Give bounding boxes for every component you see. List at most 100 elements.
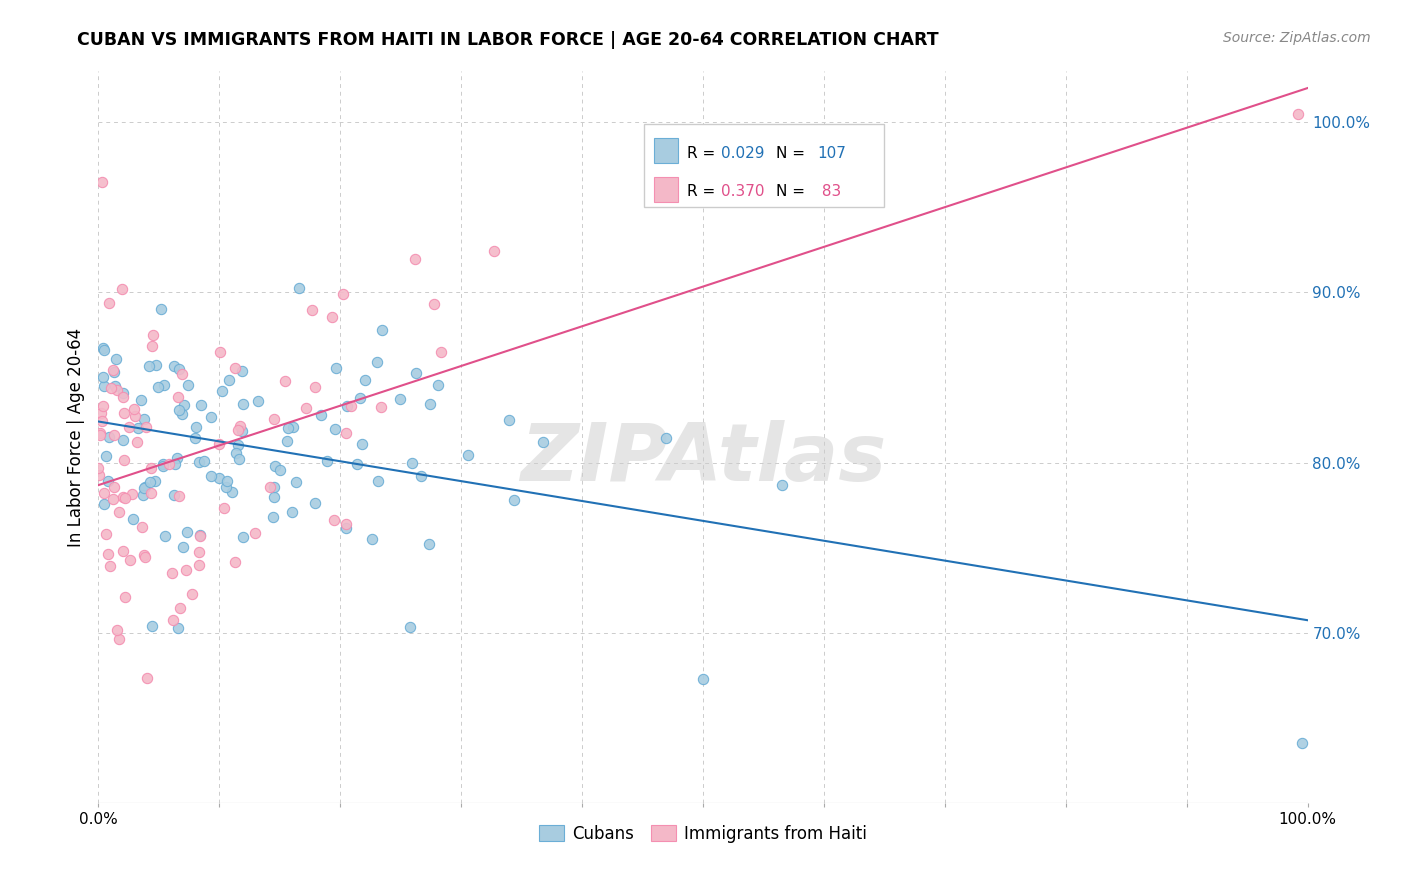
Point [173, 398, 195, 412]
Point [101, 491, 124, 506]
Point [134, 548, 156, 562]
Point [87, 461, 110, 475]
Point [150, 302, 173, 317]
Point [183, 431, 205, 445]
Point [229, 418, 252, 433]
Point [97, 474, 120, 488]
Point [209, 345, 232, 359]
Point [134, 411, 156, 425]
Point [97, 430, 120, 444]
Point [426, 377, 449, 392]
Point [309, 408, 332, 422]
Point [112, 453, 135, 467]
Point [399, 619, 422, 633]
Text: N =: N = [776, 145, 810, 161]
Point [103, 365, 125, 379]
Point [457, 448, 479, 462]
Point [103, 480, 125, 494]
Point [136, 671, 159, 685]
Text: R =: R = [688, 145, 720, 161]
Point [295, 401, 318, 416]
Point [288, 281, 311, 295]
Point [97, 547, 120, 561]
Point [169, 489, 191, 503]
Point [401, 456, 423, 470]
Point [169, 361, 191, 376]
Point [190, 398, 212, 412]
Point [177, 377, 200, 392]
Point [418, 537, 440, 551]
Point [134, 481, 156, 495]
Point [335, 516, 357, 531]
Point [692, 672, 714, 686]
Point [531, 435, 554, 450]
Point [170, 408, 193, 422]
Point [176, 525, 198, 540]
Point [409, 469, 432, 483]
Point [121, 486, 143, 500]
Point [263, 458, 285, 473]
Point [138, 359, 160, 373]
Point [186, 420, 208, 434]
Point [122, 401, 145, 416]
Point [167, 621, 190, 635]
Point [90, 406, 112, 420]
Point [90, 414, 112, 428]
Point [96, 526, 118, 541]
Text: N =: N = [776, 185, 810, 199]
Point [200, 469, 222, 483]
Point [98, 559, 121, 574]
Point [228, 437, 250, 451]
Point [366, 354, 388, 368]
Point [262, 510, 284, 524]
Text: Source: ZipAtlas.com: Source: ZipAtlas.com [1223, 31, 1371, 45]
Point [336, 399, 359, 413]
Point [104, 351, 127, 366]
Point [174, 563, 197, 577]
Point [263, 412, 285, 426]
Point [388, 392, 411, 406]
Point [232, 397, 254, 411]
Point [107, 505, 129, 519]
Point [370, 401, 392, 415]
Point [141, 339, 163, 353]
Point [215, 480, 238, 494]
Point [93, 379, 115, 393]
Point [146, 379, 169, 393]
Point [114, 590, 136, 604]
Point [139, 486, 162, 500]
Point [208, 471, 231, 485]
Point [349, 391, 371, 405]
Point [323, 513, 346, 527]
Point [94, 449, 117, 463]
Point [352, 437, 374, 451]
Point [160, 566, 183, 581]
Point [316, 454, 339, 468]
Point [188, 528, 211, 542]
Point [166, 450, 188, 465]
Point [141, 328, 163, 343]
Point [263, 490, 285, 504]
Point [181, 587, 204, 601]
Point [187, 455, 209, 469]
Point [354, 372, 377, 386]
Point [100, 381, 122, 395]
Point [131, 520, 153, 534]
Point [274, 374, 297, 388]
Point [125, 434, 148, 449]
Point [188, 558, 211, 572]
Point [430, 345, 453, 359]
Point [423, 297, 446, 311]
Point [152, 458, 174, 473]
Point [114, 491, 136, 506]
Point [129, 393, 152, 408]
Point [321, 310, 343, 325]
Point [112, 406, 135, 420]
Text: 0.029: 0.029 [721, 145, 765, 161]
Point [91, 370, 114, 384]
Point [221, 485, 243, 500]
Text: 83: 83 [817, 185, 841, 199]
Point [112, 544, 135, 558]
Point [335, 521, 357, 535]
Point [172, 541, 194, 555]
